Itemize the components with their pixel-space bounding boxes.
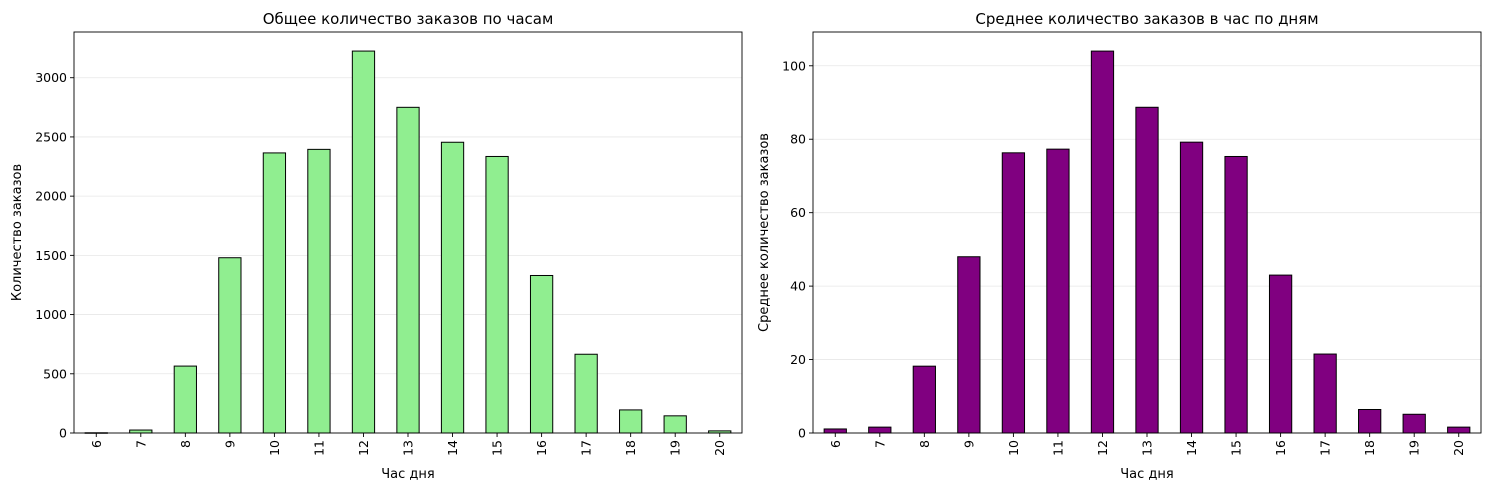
bar-14 — [1179, 141, 1204, 434]
x-tick-label: 15 — [1229, 440, 1244, 456]
bar-11 — [1046, 148, 1070, 434]
y-tick-label: 80 — [790, 132, 806, 147]
bar-10 — [262, 152, 287, 434]
bar-16 — [1268, 274, 1293, 434]
x-tick-label: 20 — [1451, 440, 1466, 456]
bar-15 — [1224, 155, 1248, 434]
bar-18 — [619, 409, 643, 434]
x-tick-label: 16 — [1273, 440, 1288, 456]
chart-title: Общее количество заказов по часам — [263, 10, 554, 28]
y-tick-label: 40 — [790, 279, 806, 294]
y-tick-label: 2000 — [35, 189, 67, 204]
y-tick-label: 0 — [59, 426, 67, 441]
y-tick-label: 20 — [790, 352, 806, 367]
y-tick-label: 500 — [43, 366, 67, 381]
x-axis-label: Час дня — [381, 467, 434, 482]
x-tick-label: 12 — [356, 440, 371, 456]
bar-17 — [1313, 353, 1337, 434]
x-tick-label: 10 — [1006, 440, 1021, 456]
y-tick-label: 0 — [798, 426, 806, 441]
y-tick-label: 3000 — [35, 70, 67, 85]
x-tick-label: 9 — [222, 440, 237, 448]
bar-8 — [173, 365, 197, 434]
bar-11 — [307, 148, 331, 434]
x-tick-label: 7 — [133, 440, 148, 448]
bar-17 — [574, 353, 598, 434]
bar-10 — [1001, 152, 1026, 434]
x-tick-label: 7 — [872, 440, 887, 448]
x-tick-label: 9 — [961, 440, 976, 448]
bar-13 — [396, 106, 420, 434]
x-tick-label: 14 — [445, 440, 460, 456]
y-tick-label: 1500 — [35, 248, 67, 263]
x-tick-label: 17 — [579, 440, 594, 456]
x-tick-label: 18 — [623, 440, 638, 456]
x-tick-label: 17 — [1318, 440, 1333, 456]
x-tick-label: 11 — [1050, 440, 1065, 456]
bar-14 — [440, 141, 465, 434]
x-tick-label: 8 — [178, 440, 193, 448]
bar-20 — [1447, 426, 1471, 434]
x-tick-label: 19 — [668, 440, 683, 456]
x-tick-label: 16 — [534, 440, 549, 456]
bar-7 — [868, 426, 892, 434]
bar-13 — [1135, 106, 1159, 434]
x-tick-label: 18 — [1362, 440, 1377, 456]
bar-6 — [823, 428, 847, 434]
x-tick-label: 19 — [1407, 440, 1422, 456]
chart-1: 0 500 1000 1500 2000 2500 3000 6 7 8 9 10 11 12 13 14 15… — [10, 10, 743, 482]
bar-8 — [912, 365, 936, 434]
y-axis-label: Количество заказов — [10, 164, 25, 301]
y-tick-label: 60 — [790, 205, 806, 220]
bar-15 — [485, 155, 509, 434]
x-tick-label: 14 — [1184, 440, 1199, 456]
y-tick-label: 100 — [782, 58, 806, 73]
y-tick-label: 1000 — [35, 307, 67, 322]
bar-9 — [957, 256, 981, 434]
bar-12 — [1090, 50, 1115, 434]
bar-18 — [1358, 408, 1382, 434]
bar-19 — [663, 415, 687, 434]
bar-9 — [218, 257, 242, 434]
y-tick-label: 2500 — [35, 129, 67, 144]
x-tick-label: 20 — [712, 440, 727, 456]
y-axis-label: Среднее количество заказов — [757, 133, 772, 332]
bar-19 — [1402, 413, 1426, 434]
x-tick-label: 6 — [89, 440, 104, 448]
chart-title: Среднее количество заказов в час по дням — [975, 10, 1318, 28]
chart-2: 0 20 40 60 80 100 6 7 8 9 10 11 12 13 14 15 16 17 18 19 20 Ср… — [757, 10, 1482, 482]
bar-12 — [351, 50, 376, 434]
x-tick-label: 8 — [917, 440, 932, 448]
x-tick-label: 13 — [1140, 440, 1155, 456]
x-tick-label: 12 — [1095, 440, 1110, 456]
x-tick-label: 13 — [401, 440, 416, 456]
x-tick-label: 15 — [490, 440, 505, 456]
x-tick-label: 11 — [311, 440, 326, 456]
bar-16 — [529, 274, 554, 434]
x-tick-label: 6 — [828, 440, 843, 448]
x-axis-label: Час дня — [1120, 467, 1173, 482]
x-tick-label: 10 — [267, 440, 282, 456]
